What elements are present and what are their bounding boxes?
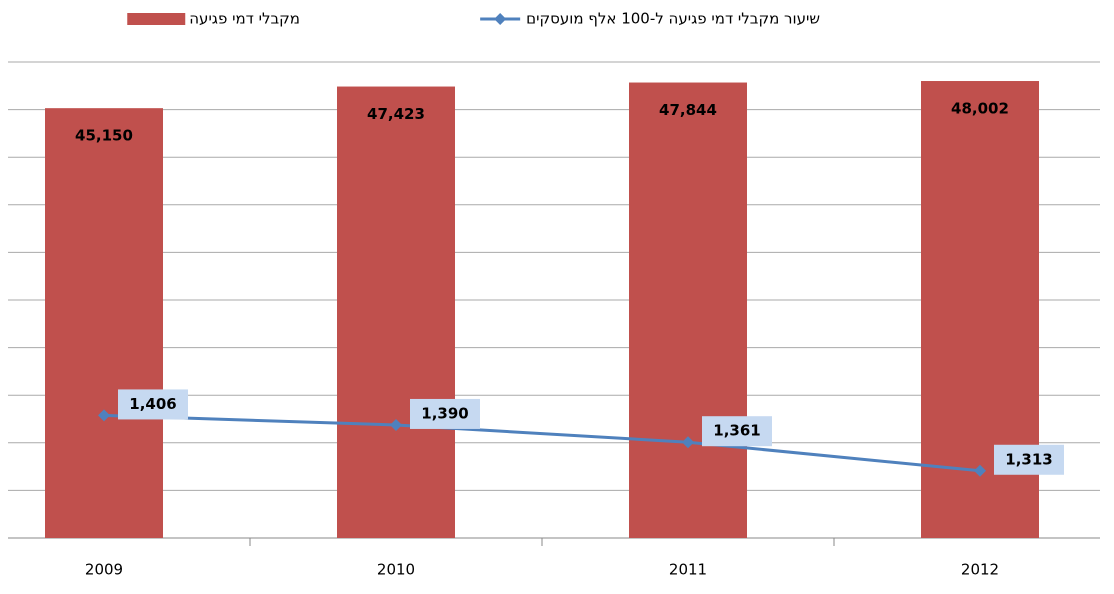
x-tick-label: 2011	[669, 561, 707, 579]
value-label-box	[702, 416, 772, 447]
line-value-label: 1,361	[713, 422, 760, 440]
line	[103, 413, 981, 473]
value-label-box	[410, 398, 480, 429]
legend-label: שיעור מקבלי דמי פגיעה ל-100 אלף מועסקים	[526, 10, 820, 28]
bar-value-label: 48,002	[951, 100, 1009, 118]
bar	[629, 82, 747, 539]
line-marker	[974, 464, 986, 477]
bar-value-label: 45,150	[75, 127, 133, 145]
bar	[337, 86, 455, 538]
legend-swatch	[127, 13, 186, 25]
legend-label: מקבלי דמי פגיעה	[189, 10, 300, 28]
x-tick-label: 2009	[85, 561, 123, 579]
bar-value-label: 47,423	[367, 105, 425, 123]
value-label-box	[118, 389, 188, 420]
line-marker	[390, 418, 402, 431]
value-label-box	[994, 444, 1064, 475]
line-value-label: 1,313	[1005, 450, 1052, 468]
line-value-label: 1,406	[129, 395, 176, 413]
line-value-label: 1,390	[421, 404, 468, 422]
bar	[45, 108, 163, 538]
line-marker	[682, 436, 694, 449]
line-marker	[98, 409, 110, 422]
legend-swatch	[494, 13, 507, 25]
x-tick-label: 2012	[961, 561, 999, 579]
x-tick-label: 2010	[377, 561, 415, 579]
bar-value-label: 47,844	[659, 101, 717, 119]
